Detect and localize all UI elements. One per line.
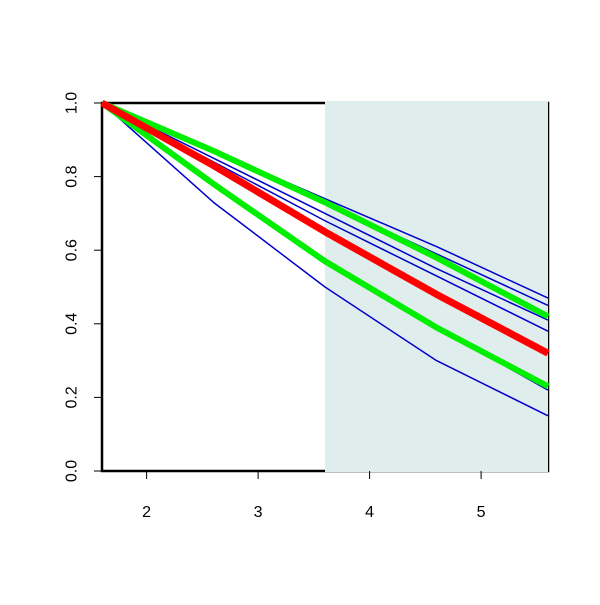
y-tick-label: 0.2: [64, 386, 81, 408]
y-tick-label: 0.8: [64, 165, 81, 187]
shaded-region: [325, 101, 548, 472]
y-tick-label: 0.6: [64, 239, 81, 261]
x-tick-label: 3: [254, 504, 263, 521]
y-tick-label: 0.4: [64, 313, 81, 335]
y-tick-label: 1.0: [64, 92, 81, 114]
x-tick-label: 2: [142, 504, 151, 521]
x-tick-label: 4: [365, 504, 374, 521]
x-tick-label: 5: [477, 504, 486, 521]
series-line: [101, 102, 549, 417]
y-tick-label: 0.0: [64, 460, 81, 482]
series-line: [100, 100, 550, 390]
series-line: [101, 102, 549, 321]
series-line: [100, 100, 550, 320]
series-line: [100, 99, 550, 357]
